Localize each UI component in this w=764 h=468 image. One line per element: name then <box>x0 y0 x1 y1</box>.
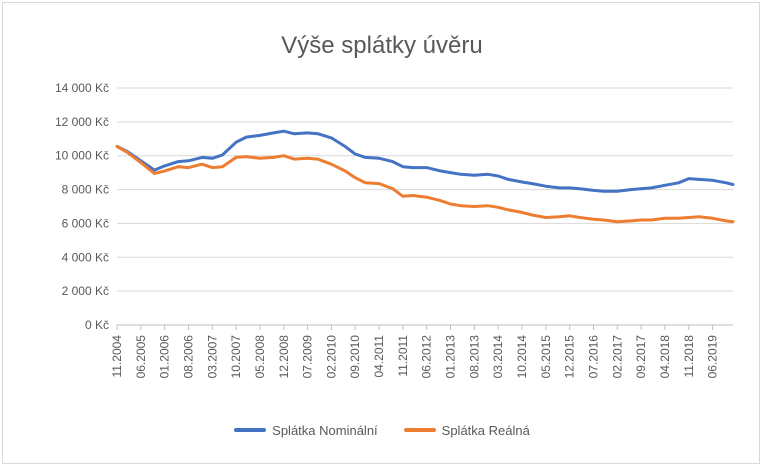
y-tick-label: 4 000 Kč <box>62 250 109 264</box>
x-tick-label: 03.2014 <box>491 335 505 379</box>
x-tick-label: 04.2018 <box>658 335 672 379</box>
x-tick-label: 08.2006 <box>181 335 195 379</box>
y-tick-label: 2 000 Kč <box>62 284 109 298</box>
x-tick-label: 06.2019 <box>706 335 720 379</box>
y-tick-label: 12 000 Kč <box>55 115 109 129</box>
x-axis-tick-labels: 11.2004 06.2005 01.2006 08.2006 03.2007 10.20… <box>110 335 720 379</box>
legend-swatch-real <box>403 428 436 432</box>
chart-frame <box>2 2 760 464</box>
y-tick-label: 10 000 Kč <box>55 149 109 163</box>
legend-label-real: Splátka Reálná <box>441 422 530 438</box>
x-tick-label: 10.2007 <box>229 335 243 379</box>
x-tick-label: 01.2006 <box>158 335 172 379</box>
x-tick-label: 06.2005 <box>134 335 148 379</box>
x-tick-label: 11.2011 <box>396 335 410 377</box>
y-tick-label: 8 000 Kč <box>62 183 109 197</box>
series-lines <box>115 129 735 224</box>
x-tick-label: 06.2012 <box>420 335 434 379</box>
x-tick-label: 02.2017 <box>610 335 624 379</box>
y-tick-label: 0 Kč <box>85 318 109 332</box>
series-line-nominal <box>115 129 735 193</box>
x-tick-label: 07.2016 <box>586 335 600 379</box>
x-tick-label: 12.2015 <box>563 335 577 379</box>
legend-label-nominal: Splátka Nominální <box>272 422 378 438</box>
x-tick-label: 11.2018 <box>682 335 696 378</box>
x-tick-label: 10.2014 <box>515 335 529 379</box>
x-tick-label: 07.2009 <box>301 335 315 379</box>
x-tick-label: 12.2008 <box>277 335 291 379</box>
y-axis-tick-labels: 0 Kč 2 000 Kč 4 000 Kč 6 000 Kč 8 000 Kč 10 0… <box>55 81 109 332</box>
x-tick-label: 09.2017 <box>634 335 648 379</box>
legend: Splátka Nominální Splátka Reálná <box>0 420 764 440</box>
x-tick-label: 04.2011 <box>372 335 386 378</box>
x-tick-label: 05.2008 <box>253 335 267 379</box>
x-tick-label: 02.2010 <box>324 335 338 379</box>
x-axis <box>116 324 733 330</box>
legend-item-real: Splátka Reálná <box>403 422 530 438</box>
legend-item-nominal: Splátka Nominální <box>234 423 378 438</box>
y-tick-label: 14 000 Kč <box>55 81 109 95</box>
x-tick-label: 11.2004 <box>110 335 124 378</box>
x-tick-label: 01.2013 <box>444 335 458 379</box>
x-tick-label: 08.2013 <box>467 335 481 379</box>
series-line-real <box>115 144 735 224</box>
x-tick-label: 09.2010 <box>348 335 362 379</box>
legend-swatch-nominal <box>234 428 267 432</box>
x-tick-label: 03.2007 <box>205 335 219 379</box>
y-tick-label: 6 000 Kč <box>62 216 109 230</box>
chart-title: Výše splátky úvěru <box>281 32 483 59</box>
x-tick-label: 05.2015 <box>539 335 553 379</box>
